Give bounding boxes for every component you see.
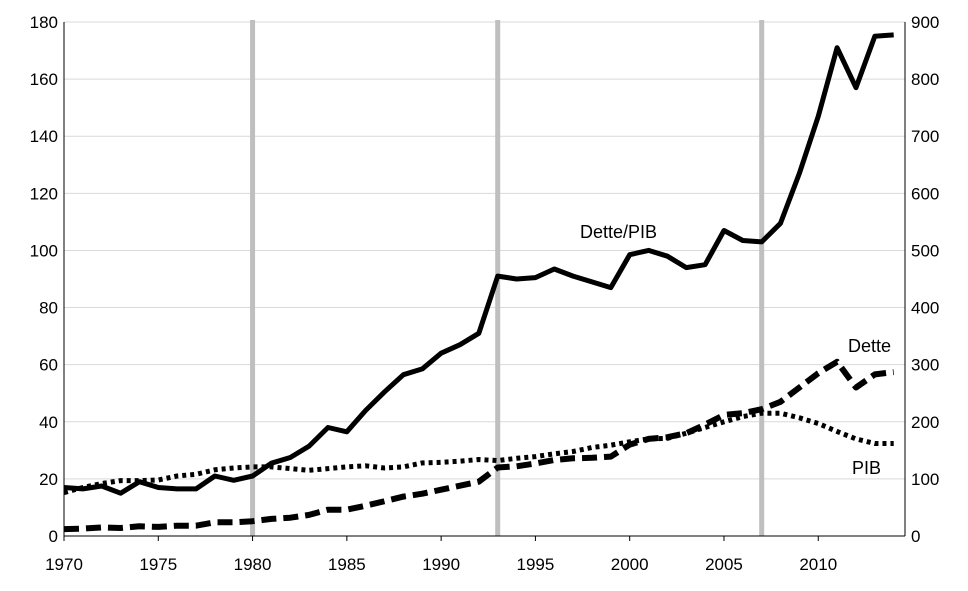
series-line-dette: [63, 358, 895, 533]
x-tick-1985: 1985: [328, 555, 366, 574]
right-y-tick-200: 200: [911, 413, 939, 432]
x-tick-2000: 2000: [611, 555, 649, 574]
left-y-tick-40: 40: [39, 413, 58, 432]
right-y-tick-400: 400: [911, 299, 939, 318]
x-tick-1980: 1980: [234, 555, 272, 574]
series-label-dette-pib: Dette/PIB: [580, 222, 657, 242]
series-label-pib: PIB: [852, 458, 881, 478]
right-y-tick-800: 800: [911, 70, 939, 89]
right-y-tick-300: 300: [911, 356, 939, 375]
right-y-tick-600: 600: [911, 184, 939, 203]
left-y-tick-100: 100: [30, 241, 58, 260]
left-y-tick-60: 60: [39, 356, 58, 375]
x-tick-2010: 2010: [799, 555, 837, 574]
gridlines-layer: [64, 21, 905, 480]
x-tick-1975: 1975: [139, 555, 177, 574]
left-y-tick-0: 0: [49, 527, 58, 546]
series-line-pib: [63, 410, 894, 496]
right-y-tick-100: 100: [911, 470, 939, 489]
left-y-tick-120: 120: [30, 184, 58, 203]
right-y-tick-900: 900: [911, 13, 939, 32]
series-layer: [63, 32, 895, 533]
x-tick-labels: 1970 1975 1980 1985 1990 1995 2000 2005 2010: [45, 536, 837, 574]
series-label-dette: Dette: [848, 336, 891, 356]
x-tick-1995: 1995: [516, 555, 554, 574]
right-y-tick-0: 0: [911, 527, 920, 546]
left-y-tick-180: 180: [30, 13, 58, 32]
left-y-tick-20: 20: [39, 470, 58, 489]
x-tick-1990: 1990: [422, 555, 460, 574]
left-y-tick-80: 80: [39, 299, 58, 318]
right-y-tick-500: 500: [911, 241, 939, 260]
left-y-tick-140: 140: [30, 127, 58, 146]
right-y-tick-700: 700: [911, 127, 939, 146]
left-y-tick-160: 160: [30, 70, 58, 89]
left-y-tick-labels: 0 20 40 60 80 100 120 140 160 180: [30, 13, 58, 546]
x-tick-2005: 2005: [705, 555, 743, 574]
series-line-dette-pib: [63, 32, 894, 496]
x-tick-1970: 1970: [45, 555, 83, 574]
right-y-tick-labels: 0 100 200 300 400 500 600 700 800 900: [911, 13, 939, 546]
